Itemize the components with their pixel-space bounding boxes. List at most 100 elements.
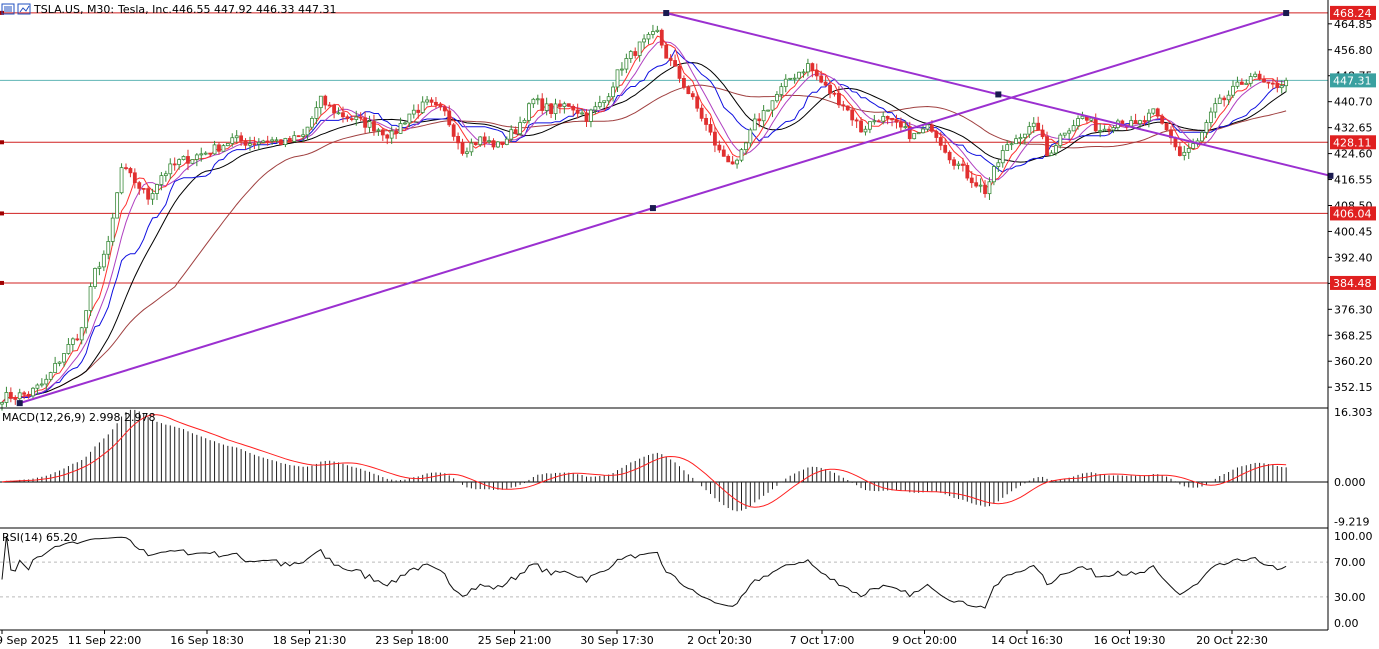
price-tag-label: 406.04 — [1333, 207, 1372, 220]
candle-body — [1040, 129, 1045, 138]
candle-body — [44, 378, 49, 385]
candle-body — [863, 128, 868, 133]
candle-body — [1222, 97, 1227, 101]
candle-body — [837, 92, 841, 106]
candle-body — [1244, 82, 1249, 85]
trendlines[interactable] — [16, 10, 1334, 407]
candle-body — [611, 86, 615, 98]
candle-body — [225, 143, 230, 147]
chart-type-icon[interactable] — [1, 3, 15, 15]
candle-body — [132, 172, 137, 184]
candle-body — [726, 155, 731, 163]
ohlc-values: 446.55 447.92 446.33 447.31 — [172, 3, 336, 16]
candle-body — [1213, 103, 1218, 113]
candle-body — [146, 188, 151, 200]
candle-body — [987, 181, 992, 195]
candle-body — [1270, 82, 1275, 85]
macd-axis: 16.303 0.000 -9.219 — [1334, 406, 1373, 529]
price-tick-label: 440.70 — [1334, 96, 1373, 109]
candle-body — [540, 98, 545, 111]
candle-body — [416, 109, 421, 113]
candle-body — [1239, 81, 1244, 85]
candle-body — [460, 142, 465, 154]
rsi-pane[interactable] — [0, 535, 1328, 609]
trendline-handle — [663, 10, 670, 17]
candle-body — [4, 392, 9, 403]
candle-body — [620, 68, 624, 71]
candle-body — [801, 71, 806, 74]
candle-body — [358, 116, 363, 119]
candle-body — [637, 41, 642, 56]
candle-body — [48, 372, 53, 380]
price-tick-label: 400.45 — [1334, 225, 1373, 238]
macd-pane[interactable] — [0, 409, 1328, 512]
candle-body — [177, 159, 182, 166]
candle-body — [952, 159, 956, 166]
candle-body — [580, 112, 584, 115]
candle-body — [469, 142, 474, 153]
rsi-tick-label: 30.00 — [1334, 591, 1366, 604]
candle-body — [845, 105, 850, 111]
candle-body — [447, 110, 452, 126]
price-tag-label: 468.24 — [1333, 7, 1372, 20]
price-tag-label: 384.48 — [1333, 277, 1372, 290]
candle-body — [766, 109, 770, 112]
candle-body — [859, 120, 863, 133]
candle-body — [301, 134, 306, 137]
level-price-tags: 468.24 428.11 406.04 384.48 447.31 — [1330, 5, 1376, 290]
chart-header: TSLA.US, M30: Tesla, Inc. 446.55 447.92 … — [1, 3, 336, 16]
price-pane[interactable] — [0, 10, 1334, 411]
candle-body — [854, 119, 859, 122]
candle-body — [172, 163, 177, 166]
candle-body — [248, 143, 252, 146]
candle-body — [323, 95, 328, 106]
candle-body — [969, 177, 974, 184]
candle-body — [806, 63, 810, 73]
candle-body — [593, 106, 598, 111]
candle-body — [757, 118, 762, 122]
candle-body — [562, 103, 567, 107]
candle-body — [1049, 152, 1054, 156]
candle-body — [868, 121, 872, 130]
candle-body — [1062, 132, 1067, 136]
candle-body — [221, 145, 226, 152]
candle-body — [509, 129, 514, 140]
macd-tick-label: -9.219 — [1334, 516, 1369, 529]
rsi-label: RSI(14) 65.20 — [2, 531, 77, 544]
price-tag-label: 428.11 — [1333, 136, 1372, 149]
candle-body — [549, 103, 553, 115]
candle-body — [425, 99, 429, 103]
candle-body — [695, 96, 700, 109]
candle-body — [1231, 85, 1235, 96]
candle-body — [832, 92, 837, 95]
candle-body — [1182, 151, 1187, 156]
time-tick-label: 16 Sep 18:30 — [170, 634, 243, 647]
candle-body — [575, 109, 580, 114]
time-tick-label: 20 Oct 22:30 — [1196, 634, 1268, 647]
candle-body — [1053, 145, 1058, 154]
candle-body — [1080, 115, 1085, 119]
candle-body — [1266, 81, 1271, 84]
candle-body — [779, 86, 784, 95]
candle-body — [1208, 111, 1213, 123]
time-axis[interactable]: 9 Sep 2025 11 Sep 22:00 16 Sep 18:30 18 Sep… — [0, 630, 1268, 647]
rsi-line — [1, 535, 1287, 609]
candle-body — [1235, 81, 1240, 87]
candle-body — [535, 98, 540, 101]
candle-body — [1058, 134, 1063, 147]
candle-body — [420, 101, 425, 113]
candle-body — [141, 187, 146, 190]
candle-body — [1129, 120, 1134, 127]
candle-body — [1204, 122, 1209, 133]
candle-body — [531, 98, 536, 105]
candle-body — [907, 126, 912, 140]
candle-body — [624, 58, 629, 70]
candle-body — [434, 101, 438, 106]
candle-body — [305, 126, 310, 136]
time-tick-label: 2 Oct 20:30 — [687, 634, 752, 647]
indicator-icon[interactable] — [17, 3, 31, 15]
candle-body — [283, 138, 288, 145]
candle-body — [367, 121, 372, 128]
candle-body — [1009, 143, 1014, 146]
